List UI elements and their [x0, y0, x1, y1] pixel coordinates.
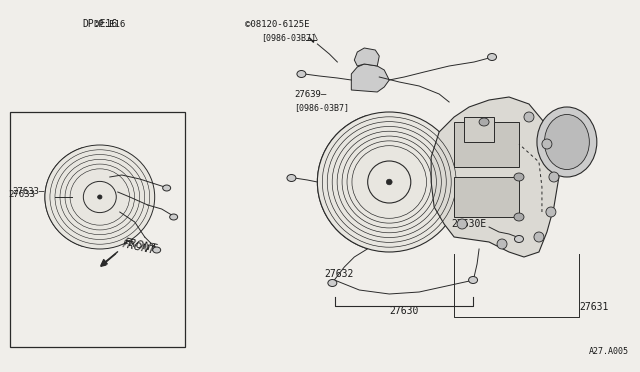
Text: 27631: 27631 — [579, 302, 608, 312]
Ellipse shape — [479, 118, 489, 126]
Ellipse shape — [170, 214, 178, 220]
Polygon shape — [317, 115, 372, 248]
Circle shape — [534, 232, 544, 242]
Text: 27633: 27633 — [8, 189, 35, 199]
Circle shape — [549, 172, 559, 182]
Polygon shape — [355, 48, 380, 66]
Bar — [454, 122, 519, 167]
Circle shape — [546, 207, 556, 217]
Ellipse shape — [328, 279, 337, 286]
Polygon shape — [351, 64, 389, 92]
Ellipse shape — [317, 112, 461, 252]
Polygon shape — [45, 148, 86, 247]
Text: DP:E16: DP:E16 — [93, 20, 126, 29]
Ellipse shape — [514, 173, 524, 181]
Ellipse shape — [515, 235, 524, 243]
Text: [0986-03B7]: [0986-03B7] — [294, 103, 349, 112]
Polygon shape — [431, 97, 559, 257]
Text: FRONT: FRONT — [122, 239, 156, 256]
Ellipse shape — [297, 71, 306, 77]
Text: DP:E16: DP:E16 — [82, 19, 117, 29]
Text: A27.A005: A27.A005 — [589, 347, 629, 356]
Ellipse shape — [163, 185, 171, 191]
Ellipse shape — [537, 107, 597, 177]
Ellipse shape — [287, 174, 296, 182]
Ellipse shape — [45, 145, 155, 249]
Text: 27630: 27630 — [390, 306, 419, 316]
Text: ©08120-6125E: ©08120-6125E — [244, 20, 309, 29]
Ellipse shape — [468, 276, 477, 283]
Bar — [464, 117, 494, 142]
Circle shape — [524, 112, 534, 122]
Circle shape — [542, 139, 552, 149]
Text: [0986-03B7]: [0986-03B7] — [262, 33, 317, 42]
Ellipse shape — [368, 161, 411, 203]
Ellipse shape — [83, 182, 116, 213]
Text: 27633—: 27633— — [12, 187, 44, 196]
Text: 27639—: 27639— — [294, 90, 326, 99]
Ellipse shape — [153, 247, 161, 253]
Ellipse shape — [545, 115, 589, 170]
Ellipse shape — [488, 54, 497, 61]
Ellipse shape — [514, 213, 524, 221]
Circle shape — [497, 239, 507, 249]
Bar — [454, 177, 519, 217]
Text: 27630E: 27630E — [451, 219, 486, 229]
Text: FRONT: FRONT — [124, 237, 158, 254]
Circle shape — [457, 219, 467, 229]
Ellipse shape — [98, 195, 102, 199]
Bar — [10, 112, 184, 347]
Ellipse shape — [387, 179, 392, 185]
Text: 27632: 27632 — [324, 269, 354, 279]
